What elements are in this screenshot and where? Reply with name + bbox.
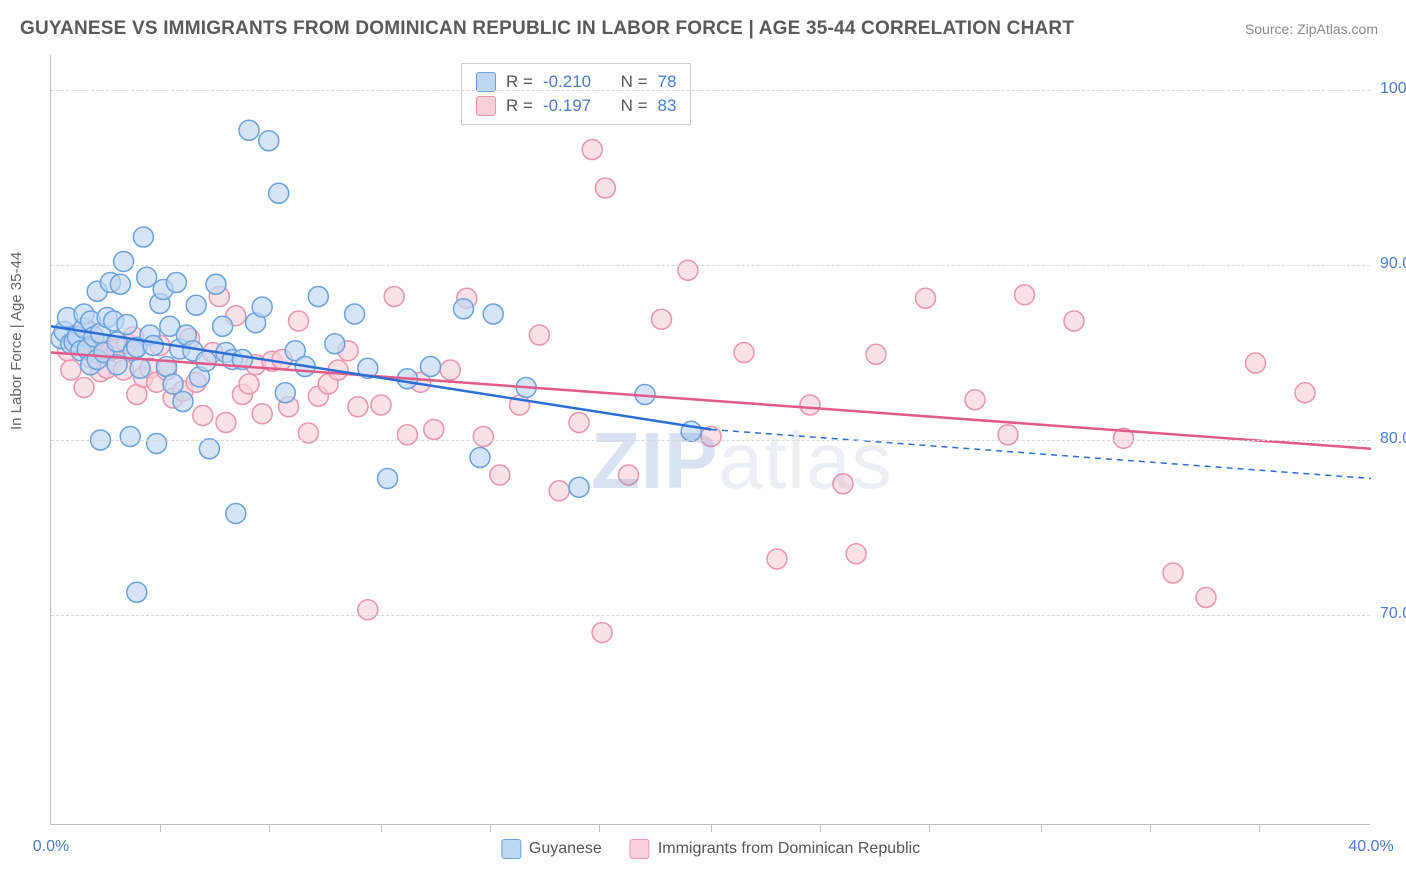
r-value: -0.197 xyxy=(543,96,591,116)
legend: Guyanese Immigrants from Dominican Repub… xyxy=(501,839,920,859)
gridline xyxy=(51,265,1370,266)
source-attribution: Source: ZipAtlas.com xyxy=(1245,21,1378,37)
r-label: R = xyxy=(506,72,533,92)
n-label: N = xyxy=(621,96,648,116)
legend-item-1: Guyanese xyxy=(501,839,602,859)
stats-row-series-2: R = -0.197 N = 83 xyxy=(476,94,676,118)
y-tick-label: 70.0% xyxy=(1380,605,1406,623)
x-tick xyxy=(1150,824,1151,832)
swatch-icon xyxy=(476,72,496,92)
r-label: R = xyxy=(506,96,533,116)
n-label: N = xyxy=(621,72,648,92)
swatch-icon xyxy=(476,96,496,116)
swatch-icon xyxy=(630,839,650,859)
x-tick-label: 40.0% xyxy=(1348,838,1393,856)
x-tick-label: 0.0% xyxy=(33,838,69,856)
r-value: -0.210 xyxy=(543,72,591,92)
gridline xyxy=(51,90,1370,91)
swatch-icon xyxy=(501,839,521,859)
chart-plot-area: R = -0.210 N = 78 R = -0.197 N = 83 ZIPa… xyxy=(50,55,1370,825)
x-tick xyxy=(820,824,821,832)
x-tick xyxy=(160,824,161,832)
x-tick xyxy=(929,824,930,832)
y-tick-label: 80.0% xyxy=(1380,430,1406,448)
y-axis-label: In Labor Force | Age 35-44 xyxy=(8,252,25,430)
x-tick xyxy=(381,824,382,832)
n-value: 83 xyxy=(658,96,677,116)
legend-label: Guyanese xyxy=(529,840,602,858)
gridline xyxy=(51,615,1370,616)
x-tick xyxy=(269,824,270,832)
chart-title: GUYANESE VS IMMIGRANTS FROM DOMINICAN RE… xyxy=(20,18,1074,40)
x-tick xyxy=(1041,824,1042,832)
y-tick-label: 100.0% xyxy=(1380,80,1406,98)
correlation-stats-box: R = -0.210 N = 78 R = -0.197 N = 83 xyxy=(461,63,691,125)
x-tick xyxy=(490,824,491,832)
legend-item-2: Immigrants from Dominican Republic xyxy=(630,839,920,859)
x-tick xyxy=(711,824,712,832)
y-tick-label: 90.0% xyxy=(1380,255,1406,273)
x-tick xyxy=(1259,824,1260,832)
gridline xyxy=(51,440,1370,441)
legend-label: Immigrants from Dominican Republic xyxy=(658,840,920,858)
n-value: 78 xyxy=(658,72,677,92)
x-tick xyxy=(599,824,600,832)
